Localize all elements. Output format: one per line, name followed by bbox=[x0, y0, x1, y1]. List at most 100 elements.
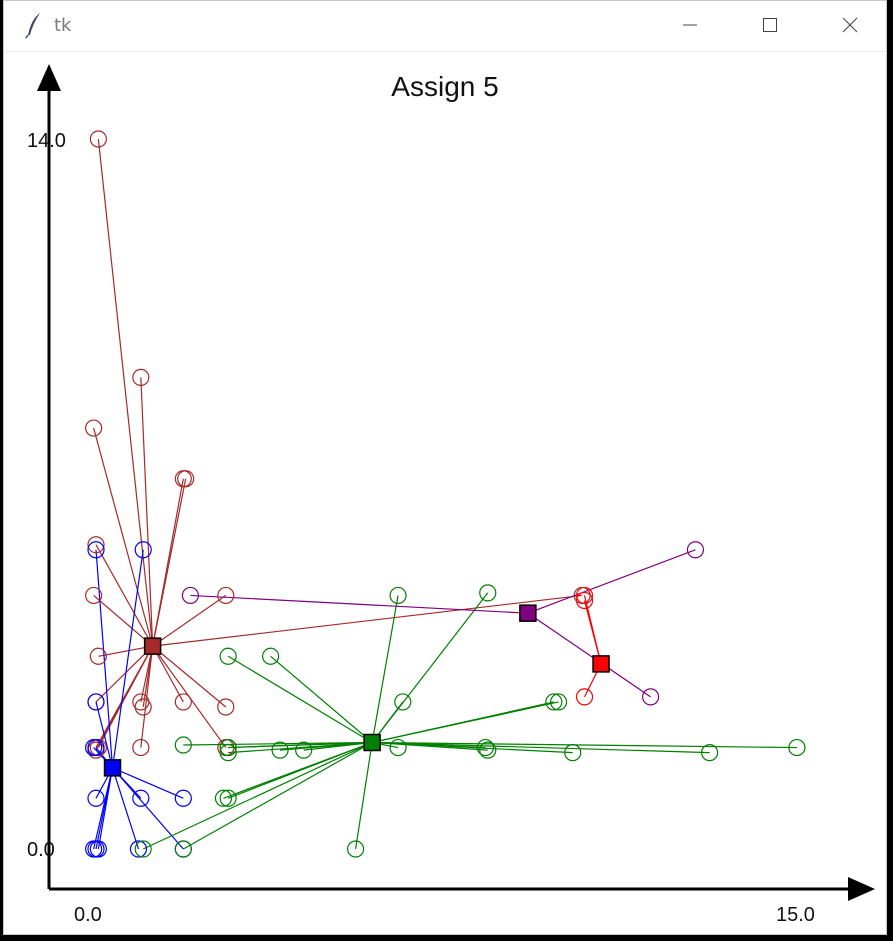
cluster-0-point-2 bbox=[85, 419, 103, 437]
cluster-3-centroid bbox=[519, 604, 537, 622]
cluster-2-link-15 bbox=[372, 741, 710, 754]
cluster-1-link-9 bbox=[97, 767, 114, 850]
cluster-2-point-3 bbox=[219, 647, 237, 665]
cluster-2-centroid bbox=[363, 733, 381, 752]
cluster-1-point-1 bbox=[134, 541, 152, 559]
chart-title: Assign 5 bbox=[391, 71, 499, 102]
cluster-1-point-7 bbox=[174, 789, 192, 807]
cluster-2-point-17 bbox=[219, 789, 237, 807]
title-bar[interactable]: tk bbox=[4, 1, 886, 52]
cluster-2-point-2 bbox=[262, 647, 280, 665]
cluster-2-link-22 bbox=[228, 741, 373, 749]
cluster-2-point-21 bbox=[347, 840, 365, 858]
cluster-3-point-1 bbox=[181, 586, 199, 605]
cluster-0-point-7 bbox=[89, 647, 107, 665]
cluster-0-link-11 bbox=[97, 645, 154, 748]
app-window: tk Assign 5 1 bbox=[3, 0, 887, 935]
cluster-2-point-11 bbox=[389, 738, 407, 757]
cluster-0-link-0 bbox=[97, 138, 154, 647]
cluster-2-link-6 bbox=[371, 701, 559, 744]
cluster-2-point-0 bbox=[389, 586, 407, 605]
cluster-2-point-22 bbox=[219, 738, 237, 757]
cluster-2-point-7 bbox=[174, 736, 192, 754]
cluster-1-link-10 bbox=[93, 767, 114, 850]
cluster-4-point-0 bbox=[575, 586, 594, 605]
cluster-1-link-7 bbox=[112, 767, 184, 799]
x-tick-label-min: 0.0 bbox=[74, 904, 102, 926]
cluster-2-link-0 bbox=[371, 595, 399, 743]
cluster-0-link-5 bbox=[95, 544, 154, 647]
cluster-2-point-23 bbox=[219, 744, 237, 762]
cluster-0-link-1 bbox=[140, 377, 154, 647]
cluster-0-link-14 bbox=[152, 645, 184, 703]
cluster-0-point-0 bbox=[89, 130, 107, 148]
close-button[interactable] bbox=[820, 1, 880, 49]
cluster-0-point-14 bbox=[174, 693, 192, 711]
cluster-0-link-4 bbox=[152, 478, 187, 647]
cluster-2-point-20 bbox=[174, 840, 192, 858]
y-tick-label-max: 14.0 bbox=[27, 130, 66, 152]
cluster-0-point-18 bbox=[132, 738, 150, 757]
cluster-3-link-0 bbox=[527, 549, 696, 614]
cluster-2-link-19 bbox=[142, 741, 373, 850]
cluster-0-point-5 bbox=[87, 536, 105, 554]
cluster-2-link-7 bbox=[183, 741, 373, 746]
cluster-2-point-12 bbox=[476, 738, 494, 757]
cluster-1-link-2 bbox=[95, 701, 114, 769]
cluster-1-link-0 bbox=[95, 549, 114, 768]
cluster-1-point-5 bbox=[87, 789, 105, 807]
cluster-3-point-0 bbox=[686, 541, 705, 559]
cluster-2-point-16 bbox=[788, 738, 806, 757]
cluster-3-point-2 bbox=[641, 688, 660, 706]
feather-icon bbox=[25, 13, 40, 39]
cluster-0-point-13 bbox=[134, 698, 152, 716]
cluster-0-link-16 bbox=[152, 645, 227, 708]
cluster-2-link-23 bbox=[228, 741, 373, 754]
cluster-3-link-2 bbox=[527, 612, 651, 698]
cluster-2-link-3 bbox=[227, 655, 373, 744]
cluster-0-point-1 bbox=[132, 368, 150, 386]
cluster-0-point-16 bbox=[217, 698, 235, 716]
cluster-1-point-10 bbox=[85, 840, 103, 858]
cluster-2-point-15 bbox=[700, 744, 719, 762]
cluster-1-point-4 bbox=[85, 738, 103, 757]
cluster-2-link-21 bbox=[355, 742, 373, 850]
scatter-plot: 14.0 0.0 0.0 15.0 bbox=[27, 64, 875, 926]
plot-canvas: Assign 5 14.0 0.0 0.0 15.0 bbox=[4, 51, 886, 935]
cluster-0-link-7 bbox=[98, 645, 153, 657]
cluster-0-centroid bbox=[143, 637, 162, 655]
cluster-0-link-15 bbox=[152, 594, 227, 647]
maximize-button[interactable] bbox=[740, 1, 800, 49]
cluster-0-point-4 bbox=[177, 470, 195, 488]
cluster-2-point-6 bbox=[549, 693, 568, 711]
cluster-2-point-19 bbox=[134, 840, 152, 858]
cluster-0-link-6 bbox=[93, 594, 154, 647]
cluster-1-centroid bbox=[103, 759, 122, 777]
cluster-1-point-11 bbox=[129, 840, 148, 858]
cluster-2-point-1 bbox=[479, 584, 497, 602]
cluster-1-point-9 bbox=[89, 840, 107, 858]
cluster-2-point-13 bbox=[479, 741, 497, 759]
cluster-4-point-2 bbox=[575, 688, 594, 706]
cluster-2-point-18 bbox=[214, 789, 233, 807]
y-tick-label-min: 0.0 bbox=[27, 839, 55, 861]
cluster-2-link-18 bbox=[223, 741, 373, 799]
cluster-1-link-11 bbox=[111, 767, 140, 850]
cluster-0-point-15 bbox=[217, 586, 235, 605]
cluster-3-link-1 bbox=[190, 594, 528, 614]
window-title: tk bbox=[54, 15, 72, 36]
cluster-2-link-20 bbox=[183, 741, 373, 850]
cluster-0-link-19 bbox=[152, 594, 583, 647]
cluster-0-point-6 bbox=[85, 586, 103, 605]
cluster-1-point-6 bbox=[132, 789, 150, 807]
cluster-2-link-16 bbox=[372, 741, 797, 749]
cluster-4-centroid bbox=[592, 655, 610, 673]
cluster-4-link-1 bbox=[583, 600, 602, 665]
cluster-2-point-4 bbox=[394, 693, 412, 711]
close-icon bbox=[842, 17, 858, 33]
cluster-0-link-2 bbox=[93, 427, 154, 647]
x-tick-label-max: 15.0 bbox=[776, 904, 815, 926]
cluster-1-point-0 bbox=[87, 541, 105, 559]
minimize-button[interactable] bbox=[660, 1, 720, 49]
minimize-icon bbox=[683, 24, 697, 26]
